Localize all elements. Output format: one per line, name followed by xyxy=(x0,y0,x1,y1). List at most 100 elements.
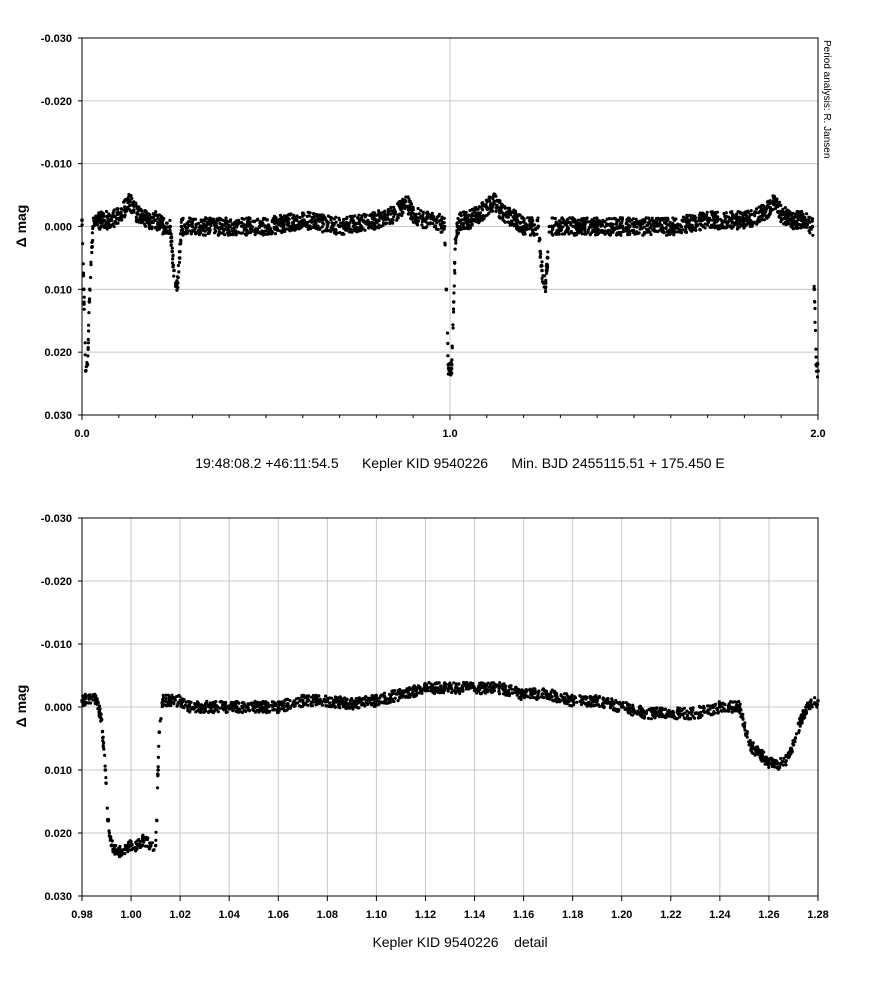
data-point xyxy=(82,302,86,306)
data-point xyxy=(625,227,629,231)
data-point xyxy=(247,216,251,220)
data-point xyxy=(101,214,106,219)
data-point xyxy=(156,214,160,218)
data-point xyxy=(267,705,271,709)
data-point xyxy=(92,695,96,699)
data-point xyxy=(615,709,619,713)
data-point xyxy=(330,704,334,709)
data-point xyxy=(172,268,176,273)
data-point xyxy=(324,694,328,698)
data-point xyxy=(264,224,268,229)
data-point xyxy=(680,231,684,235)
data-point xyxy=(446,354,450,358)
data-point xyxy=(455,224,460,229)
data-point xyxy=(764,215,768,219)
data-point xyxy=(658,219,662,223)
data-point xyxy=(370,220,374,224)
data-point xyxy=(344,706,348,710)
data-point xyxy=(349,218,353,222)
data-point xyxy=(730,221,735,225)
data-point xyxy=(521,224,526,229)
y-tick-label: -0.020 xyxy=(41,576,72,588)
data-point xyxy=(815,375,820,379)
data-point xyxy=(592,703,596,708)
data-point xyxy=(671,230,675,234)
data-point xyxy=(803,716,807,720)
data-point xyxy=(411,208,415,212)
data-point xyxy=(709,704,713,708)
data-point xyxy=(384,222,388,226)
data-point xyxy=(648,226,653,230)
data-point xyxy=(650,216,654,220)
data-point xyxy=(158,217,162,221)
data-point xyxy=(664,712,669,716)
data-point xyxy=(808,226,812,230)
data-point xyxy=(538,255,543,259)
data-point xyxy=(759,218,764,222)
data-point xyxy=(338,699,342,703)
data-point xyxy=(705,210,709,214)
data-point xyxy=(809,700,813,704)
data-point xyxy=(189,232,193,236)
data-point xyxy=(157,730,162,734)
data-point xyxy=(160,705,164,709)
data-point xyxy=(214,229,218,233)
data-point xyxy=(134,846,138,850)
data-point xyxy=(788,749,792,753)
data-point xyxy=(437,214,441,218)
data-point xyxy=(176,276,180,280)
data-point xyxy=(761,759,766,763)
data-point xyxy=(709,210,713,214)
data-point xyxy=(470,219,474,223)
data-point xyxy=(286,706,291,711)
data-point xyxy=(99,717,104,722)
series-points xyxy=(80,192,820,379)
data-point xyxy=(793,212,798,216)
data-point xyxy=(697,715,701,720)
data-point xyxy=(182,706,186,710)
data-point xyxy=(645,224,649,228)
data-point xyxy=(240,710,244,715)
data-point xyxy=(443,686,447,690)
data-point xyxy=(147,225,151,229)
side-note: Period analysis: R. Jansen xyxy=(821,40,832,158)
data-point xyxy=(442,224,447,229)
data-point xyxy=(168,698,173,703)
data-point xyxy=(466,218,471,222)
data-point xyxy=(608,233,613,237)
data-point xyxy=(322,229,327,233)
data-point xyxy=(156,755,160,760)
data-point xyxy=(224,225,228,229)
data-point xyxy=(582,216,586,221)
x-tick-label: 1.20 xyxy=(611,909,632,921)
data-point xyxy=(356,221,360,226)
data-point xyxy=(147,221,152,225)
data-point xyxy=(229,700,234,705)
data-point xyxy=(798,212,802,216)
data-point xyxy=(234,225,239,229)
data-point xyxy=(132,202,136,206)
data-point xyxy=(416,206,420,211)
data-point xyxy=(712,223,716,227)
data-point xyxy=(764,762,768,766)
data-point xyxy=(320,213,324,217)
data-point xyxy=(536,693,540,697)
data-point xyxy=(163,228,167,232)
data-point xyxy=(404,199,408,204)
data-point xyxy=(325,219,329,223)
data-point xyxy=(91,224,95,229)
data-point xyxy=(255,231,259,235)
data-point xyxy=(477,212,482,216)
data-point xyxy=(272,225,276,229)
data-point xyxy=(644,227,649,231)
data-point xyxy=(640,707,644,711)
data-point xyxy=(545,268,549,272)
data-point xyxy=(105,806,109,810)
data-point xyxy=(538,249,542,254)
data-point xyxy=(348,227,352,231)
data-point xyxy=(186,709,191,713)
data-point xyxy=(223,220,227,224)
data-point xyxy=(564,229,568,233)
data-point xyxy=(525,225,529,229)
data-point xyxy=(340,702,345,706)
